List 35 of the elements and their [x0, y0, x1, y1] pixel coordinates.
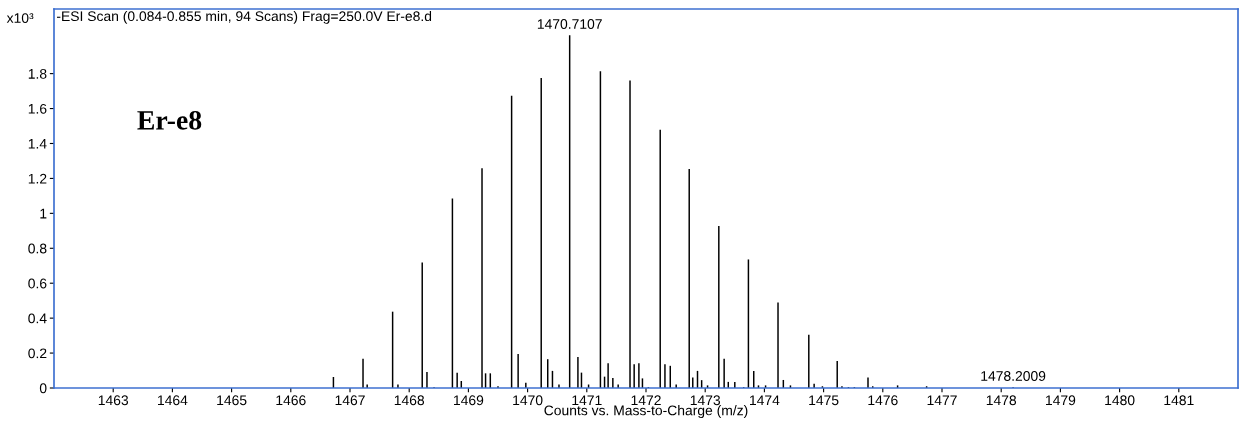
- x-tick-label: 1478: [986, 395, 1017, 406]
- x-tick-label: 1463: [98, 395, 129, 406]
- x-axis-title: Counts vs. Mass-to-Charge (m/z): [544, 405, 748, 419]
- y-tick-label: 0.4: [28, 313, 47, 324]
- x-tick-label: 1466: [276, 395, 306, 406]
- y-tick-label: 0.8: [28, 243, 47, 254]
- chart-title: -ESI Scan (0.084-0.855 min, 94 Scans) Frag=250.0V Er-e8.d: [56, 10, 432, 24]
- annotation: 1478.2009: [981, 371, 1046, 381]
- y-tick-label: 1.8: [28, 68, 47, 79]
- x-tick-label: 1475: [809, 395, 839, 406]
- y-tick-label: 0: [39, 383, 47, 394]
- y-axis-title: x10³: [6, 13, 34, 23]
- x-tick-label: 1480: [1105, 395, 1135, 406]
- y-tick-label: 0.2: [28, 348, 47, 359]
- y-tick-label: 1.6: [28, 103, 47, 114]
- x-tick-label: 1470: [513, 395, 543, 406]
- x-tick-label: 1469: [454, 395, 484, 406]
- x-tick-label: 1465: [217, 395, 247, 406]
- x-tick-label: 1474: [750, 395, 780, 406]
- x-tick-label: 1476: [868, 395, 898, 406]
- x-tick-label: 1467: [335, 395, 365, 406]
- y-tick-label: 1.4: [28, 138, 47, 149]
- x-tick-label: 1481: [1164, 395, 1194, 406]
- x-tick-label: 1468: [394, 395, 425, 406]
- x-tick-label: 1477: [927, 395, 957, 406]
- annotation: Er-e8: [137, 110, 202, 130]
- x-tick-label: 1471: [572, 395, 602, 406]
- y-tick-label: 1: [40, 208, 47, 219]
- y-tick-label: 1.2: [28, 173, 47, 184]
- x-tick-label: 1473: [690, 395, 721, 406]
- x-tick-label: 1464: [158, 395, 188, 406]
- x-tick-label: 1479: [1046, 395, 1076, 406]
- annotation: 1470.7107: [537, 19, 602, 29]
- y-tick-label: 0.6: [28, 278, 47, 289]
- x-tick-label: 1472: [631, 395, 661, 406]
